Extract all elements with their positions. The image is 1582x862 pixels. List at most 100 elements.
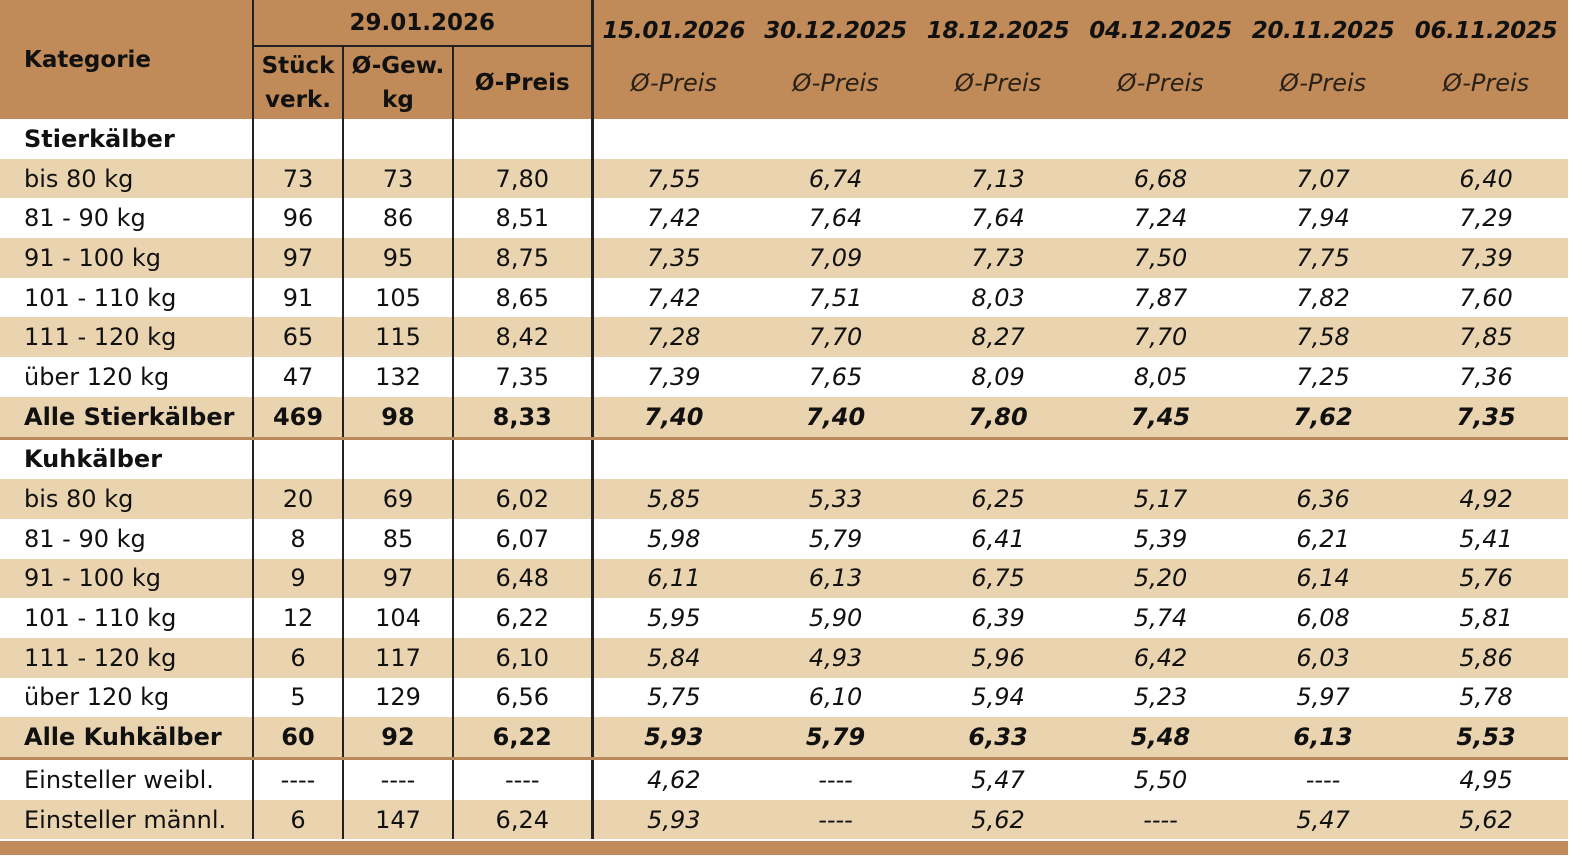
history-preis-cell: 5,75 xyxy=(590,677,755,718)
row-label: 91 - 100 kg xyxy=(0,558,253,599)
history-preis-cell: 5,95 xyxy=(590,598,755,638)
current-value-cell: 104 xyxy=(342,598,453,638)
current-value-cell: 97 xyxy=(252,238,343,278)
current-value-cell: 60 xyxy=(252,717,343,761)
header-gewicht-line2: kg xyxy=(382,87,414,113)
history-preis-cell xyxy=(917,119,1080,159)
history-preis-cell: 7,64 xyxy=(917,198,1080,239)
history-preis-cell: ---- xyxy=(1242,758,1405,800)
current-value-cell: 117 xyxy=(342,637,453,678)
table-row: 111 - 120 kg 65 115 8,42 7,28 7,70 8,27 7,70 7,5… xyxy=(0,317,1569,358)
history-preis-cell: 7,28 xyxy=(590,317,755,358)
history-preis-cell: ---- xyxy=(754,758,918,800)
current-value-cell: 5 xyxy=(252,677,343,718)
header-gewicht-line1: Ø-Gew. xyxy=(351,53,445,79)
history-preis-cell: 6,14 xyxy=(1242,558,1405,599)
total-row: Alle Kuhkälber 60 92 6,22 5,93 5,79 6,33 5,48 6,… xyxy=(0,717,1569,761)
history-preis-cell: 7,09 xyxy=(754,238,918,278)
row-label: Einsteller männl. xyxy=(0,799,253,840)
history-preis-cell: 7,25 xyxy=(1242,357,1405,397)
history-preis-cell: 4,93 xyxy=(754,637,918,678)
history-preis-cell xyxy=(1242,438,1405,480)
history-preis-cell xyxy=(754,438,918,480)
row-label: über 120 kg xyxy=(0,677,253,718)
row-label: 101 - 110 kg xyxy=(0,277,253,318)
history-preis-cell: 7,13 xyxy=(917,158,1080,199)
current-value-cell: 65 xyxy=(252,317,343,358)
history-preis-cell: 6,68 xyxy=(1079,158,1243,199)
header-row-bottom: Stück verk. Ø-Gew. kg Ø-Preis Ø-Preis Ø-… xyxy=(0,46,1569,119)
header-preis: Ø-Preis xyxy=(451,46,593,119)
current-value-cell: 95 xyxy=(342,238,453,278)
current-value-cell: 98 xyxy=(342,396,453,440)
history-preis-cell: 6,10 xyxy=(754,677,918,718)
history-preis-cell: 7,39 xyxy=(590,357,755,397)
current-value-cell: 8,51 xyxy=(451,198,593,239)
history-preis-cell: 5,33 xyxy=(754,479,918,519)
group-header-row: Stierkälber xyxy=(0,119,1569,159)
history-preis-cell: 7,60 xyxy=(1404,277,1569,318)
history-preis-cell: 7,29 xyxy=(1404,198,1569,239)
history-preis-cell: 7,40 xyxy=(754,396,918,440)
current-value-cell xyxy=(451,119,593,159)
history-preis-cell xyxy=(1404,438,1569,480)
table-row: Einsteller männl. 6 147 6,24 5,93 ---- 5,62 ---… xyxy=(0,799,1569,840)
history-preis-cell xyxy=(1242,119,1405,159)
row-label: 81 - 90 kg xyxy=(0,198,253,239)
history-preis-cell: 8,09 xyxy=(917,357,1080,397)
current-value-cell: 47 xyxy=(252,357,343,397)
history-preis-cell xyxy=(1079,119,1243,159)
current-value-cell: 132 xyxy=(342,357,453,397)
table-row: Einsteller weibl. ---- ---- ---- 4,62 ---- 5,4… xyxy=(0,758,1569,800)
history-preis-cell: 8,05 xyxy=(1079,357,1243,397)
row-label: 91 - 100 kg xyxy=(0,238,253,278)
current-value-cell: 8,42 xyxy=(451,317,593,358)
history-preis-cell: 5,39 xyxy=(1079,518,1243,559)
row-label: 101 - 110 kg xyxy=(0,598,253,638)
current-value-cell: 91 xyxy=(252,277,343,318)
history-preis-cell: 4,62 xyxy=(590,758,755,800)
history-preis-cell: 5,47 xyxy=(1242,799,1405,840)
current-value-cell: 86 xyxy=(342,198,453,239)
row-label: Alle Stierkälber xyxy=(0,396,253,440)
current-value-cell: 20 xyxy=(252,479,343,519)
header-history-date: 30.12.2025 xyxy=(754,0,918,46)
current-value-cell: 7,35 xyxy=(451,357,593,397)
current-value-cell: ---- xyxy=(451,758,593,800)
history-preis-cell: 6,41 xyxy=(917,518,1080,559)
current-value-cell: 6,07 xyxy=(451,518,593,559)
history-preis-cell: 5,86 xyxy=(1404,637,1569,678)
table-row: 91 - 100 kg 97 95 8,75 7,35 7,09 7,73 7,50 7,75 7… xyxy=(0,238,1569,278)
history-preis-cell: 5,47 xyxy=(917,758,1080,800)
history-preis-cell: 7,80 xyxy=(917,396,1080,440)
table-row: 111 - 120 kg 6 117 6,10 5,84 4,93 5,96 6,42 6,03… xyxy=(0,637,1569,678)
history-preis-cell: 7,45 xyxy=(1079,396,1243,440)
current-value-cell: 92 xyxy=(342,717,453,761)
header-history-preis: Ø-Preis xyxy=(1079,46,1243,119)
history-preis-cell: 7,35 xyxy=(590,238,755,278)
history-preis-cell: 5,90 xyxy=(754,598,918,638)
history-preis-cell: 6,11 xyxy=(590,558,755,599)
history-preis-cell: 5,20 xyxy=(1079,558,1243,599)
current-value-cell: 8,75 xyxy=(451,238,593,278)
history-preis-cell: 7,85 xyxy=(1404,317,1569,358)
history-preis-cell: 4,92 xyxy=(1404,479,1569,519)
history-preis-cell: 7,94 xyxy=(1242,198,1405,239)
history-preis-cell: 5,84 xyxy=(590,637,755,678)
history-preis-cell: ---- xyxy=(754,799,918,840)
history-preis-cell: 5,94 xyxy=(917,677,1080,718)
current-value-cell: 8,65 xyxy=(451,277,593,318)
current-value-cell xyxy=(342,119,453,159)
row-label: bis 80 kg xyxy=(0,158,253,199)
history-preis-cell: 5,41 xyxy=(1404,518,1569,559)
table-row: 91 - 100 kg 9 97 6,48 6,11 6,13 6,75 5,20 6,14 5,… xyxy=(0,558,1569,599)
history-preis-cell: 6,39 xyxy=(917,598,1080,638)
history-preis-cell: 5,97 xyxy=(1242,677,1405,718)
history-preis-cell: 6,13 xyxy=(1242,717,1405,761)
current-value-cell: 6,22 xyxy=(451,717,593,761)
history-preis-cell xyxy=(754,119,918,159)
current-value-cell: 69 xyxy=(342,479,453,519)
row-label: 81 - 90 kg xyxy=(0,518,253,559)
header-stueck-line1: Stück xyxy=(261,53,335,79)
current-value-cell: 6 xyxy=(252,799,343,840)
